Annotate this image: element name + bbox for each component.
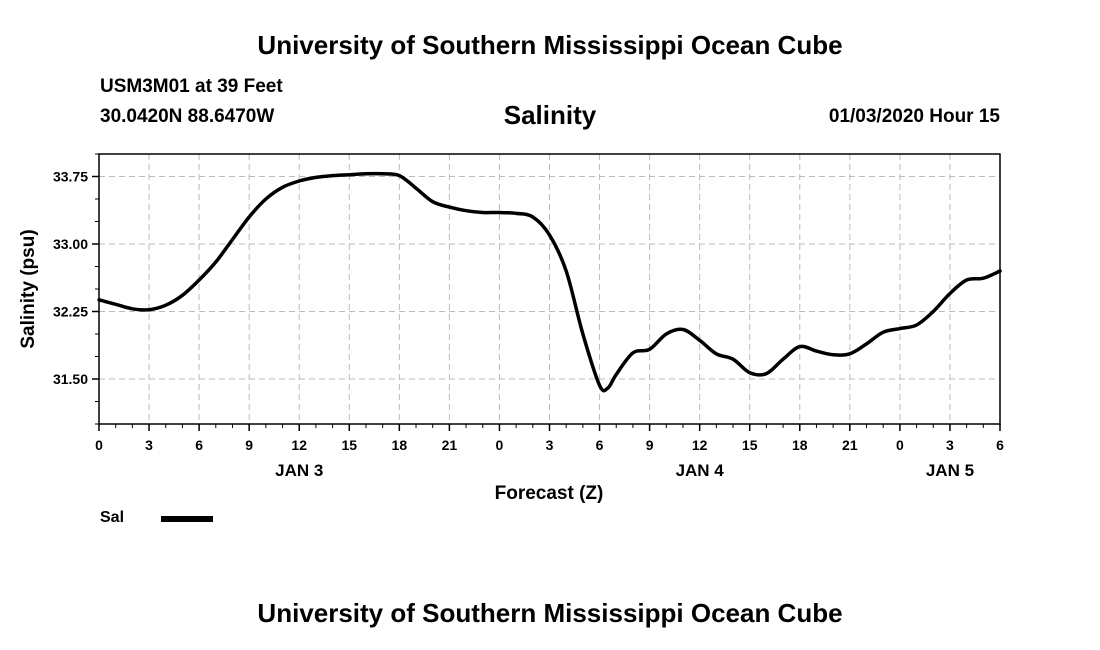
forecast-datetime: 01/03/2020 Hour 15: [828, 106, 1000, 127]
x-tick-label: 21: [442, 437, 458, 453]
date-labels: JAN 3 JAN 4 JAN 5: [275, 461, 974, 480]
salinity-series-line: [97, 171, 1002, 393]
x-tick-label: 21: [842, 437, 858, 453]
x-tick-label: 12: [291, 437, 307, 453]
x-axis-label: Forecast (Z): [495, 483, 604, 504]
y-tick-label: 33.00: [53, 236, 88, 252]
x-tick-label: 0: [496, 437, 504, 453]
x-tick-label: 3: [145, 437, 153, 453]
date-label: JAN 5: [926, 461, 974, 480]
x-tick-label: 0: [95, 437, 103, 453]
x-tick-label: 15: [742, 437, 758, 453]
y-axis-label: Salinity (psu): [18, 229, 39, 348]
x-tick-label: 9: [646, 437, 654, 453]
x-tick-label: 6: [996, 437, 1004, 453]
legend-line-swatch: [161, 516, 213, 522]
date-label: JAN 4: [676, 461, 725, 480]
x-tick-label: 9: [245, 437, 253, 453]
x-tick-labels: 0 3 6 9 12 15 18 21 0 3 6 9 12 15 18 21 0 3 6: [95, 437, 1004, 453]
x-tick-label: 3: [546, 437, 554, 453]
x-tick-label: 0: [896, 437, 904, 453]
station-label: USM3M01 at 39 Feet: [100, 76, 283, 97]
coordinates-label: 30.0420N 88.6470W: [100, 106, 275, 127]
x-tick-label: 15: [341, 437, 357, 453]
y-tick-label: 32.25: [53, 304, 88, 320]
y-tick-label: 33.75: [53, 169, 88, 185]
date-label: JAN 3: [275, 461, 323, 480]
x-tick-label: 12: [692, 437, 708, 453]
footer-title: University of Southern Mississippi Ocean…: [257, 598, 843, 628]
y-tick-labels: 31.50 32.25 33.00 33.75: [53, 169, 88, 388]
y-tick-label: 31.50: [53, 371, 88, 387]
chart-title: Salinity: [503, 100, 597, 130]
legend-label: Sal: [100, 509, 125, 526]
x-tick-label: 18: [392, 437, 408, 453]
x-tick-label: 6: [195, 437, 203, 453]
grid: [99, 154, 1000, 424]
major-ticks: [92, 175, 1001, 431]
plot-frame: [98, 153, 1001, 425]
x-tick-label: 18: [792, 437, 808, 453]
x-tick-label: 3: [946, 437, 954, 453]
page-title: University of Southern Mississippi Ocean…: [257, 30, 843, 60]
x-tick-label: 6: [596, 437, 604, 453]
